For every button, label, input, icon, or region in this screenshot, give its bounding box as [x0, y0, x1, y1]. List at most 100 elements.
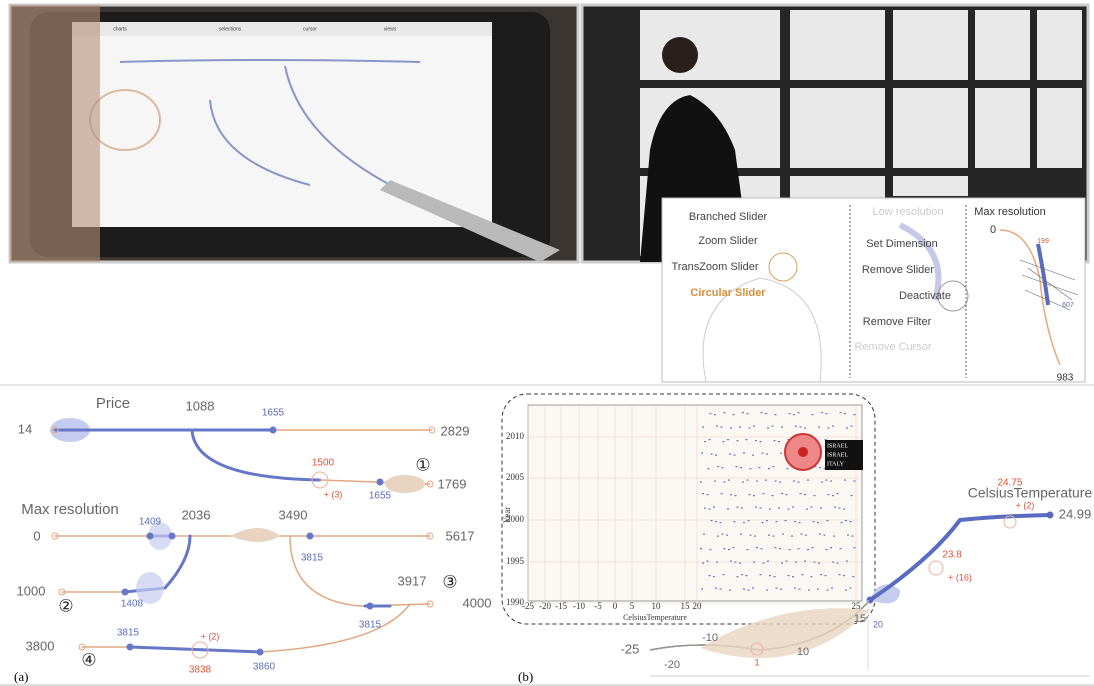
scatter-point: [769, 575, 771, 577]
scatter-point: [732, 547, 735, 549]
scatter-point: [739, 426, 741, 428]
scatter-point: [824, 439, 827, 441]
x-tick-label: -10: [573, 601, 585, 611]
scatter-point: [721, 533, 724, 535]
scatter-point: [735, 466, 738, 468]
slider-value: 14: [18, 421, 32, 436]
scatter-point: [700, 548, 702, 550]
scatter-point: [830, 480, 832, 482]
scatter-point: [846, 427, 848, 429]
scatter-point: [836, 562, 839, 564]
menu-item: Low resolution: [873, 206, 944, 218]
panel-a-cursors: [121, 426, 384, 656]
scatter-point: [834, 506, 836, 508]
slider-value: ④: [81, 650, 96, 669]
circular-gesture: [702, 277, 822, 383]
scatter-point: [782, 533, 784, 535]
scatter-point: [775, 521, 778, 523]
y-tick-label: 1990: [506, 597, 525, 607]
slider-value: 1409: [139, 517, 162, 528]
slider-title: Max resolution: [974, 206, 1046, 218]
scatter-point: [761, 452, 764, 454]
scatter-point: [760, 412, 763, 414]
scatter-point: [771, 425, 774, 427]
scatter-point: [748, 427, 751, 429]
scatter-point: [804, 494, 806, 496]
scatter-point: [843, 508, 845, 510]
tooltip: [825, 440, 863, 470]
slider-value: Price: [96, 395, 130, 412]
gesture-cursor: [937, 280, 969, 312]
scatter-point: [742, 412, 744, 414]
scatter-point: [827, 427, 830, 429]
menu-item: Remove Slider: [862, 264, 934, 276]
scatter-point: [755, 440, 757, 442]
scatter-point: [702, 426, 704, 428]
scatter-point: [708, 508, 711, 510]
scatter-point: [817, 588, 819, 590]
tablet-menu-bar: [72, 22, 492, 36]
scatter-point: [704, 441, 706, 443]
scatter-point: [747, 520, 750, 522]
x-tick-label: -5: [594, 601, 602, 611]
scatter-point: [795, 561, 797, 563]
scatter-point: [759, 441, 762, 443]
scatter-point: [807, 479, 809, 481]
scatter-point: [797, 548, 800, 550]
temperature-selection: [868, 513, 1051, 602]
scatter-point: [831, 587, 833, 589]
scatter-point: [780, 452, 782, 454]
scatter-point: [746, 549, 749, 551]
slider-value: 1088: [186, 398, 215, 413]
scatter-point: [756, 547, 758, 549]
menu-item: Zoom Slider: [698, 235, 758, 247]
scatter-point: [778, 507, 780, 509]
scatter-point: [760, 548, 763, 550]
slider-value: 0: [33, 528, 40, 543]
scatter-point: [785, 494, 788, 496]
slider-value: 983: [1057, 373, 1074, 384]
scatter-point: [702, 562, 704, 564]
scatter-point: [767, 427, 769, 429]
scatter-point: [792, 506, 794, 508]
scatter-point: [753, 425, 755, 427]
scatter-point: [727, 439, 729, 441]
scatter-point: [793, 480, 795, 482]
scatter-point: [740, 467, 742, 469]
scatter-point: [710, 453, 713, 455]
slider-value: + (3): [324, 489, 343, 499]
scatter-point: [747, 589, 750, 591]
scatter-point: [736, 506, 739, 508]
scatter-point: [762, 562, 765, 564]
scatter-point: [784, 520, 787, 522]
slider-value: 3838: [189, 665, 212, 676]
max-res-slider: [999, 229, 1061, 366]
scatter-point: [729, 453, 731, 455]
scatter-point: [734, 561, 737, 563]
scatter-point: [743, 588, 745, 590]
scatter-point: [779, 548, 781, 550]
scatter-point: [819, 467, 821, 469]
scatter-point: [732, 414, 735, 416]
scatter-point: [840, 522, 843, 524]
slider-value: 607: [1062, 302, 1074, 309]
scatter-point: [832, 495, 834, 497]
scatter-point: [799, 426, 802, 428]
slider-value: 24.75: [997, 478, 1022, 489]
scatter-point: [755, 506, 757, 508]
tablet-screen: [72, 22, 492, 227]
scatter-point: [740, 533, 742, 535]
scatter-point: [717, 535, 719, 537]
cursor: [1046, 511, 1054, 519]
scatter-point: [798, 522, 801, 524]
scatter-point: [766, 520, 768, 522]
scatter-point: [745, 439, 748, 441]
slider-value: ②: [58, 596, 73, 615]
scatter-point: [786, 468, 789, 470]
x-tick-label: -20: [539, 601, 551, 611]
scatter-point: [830, 547, 832, 549]
scatter-point: [821, 412, 823, 414]
scatter-point: [772, 466, 775, 468]
scatter-point: [807, 549, 809, 551]
menu-item: Deactivate: [899, 290, 951, 302]
